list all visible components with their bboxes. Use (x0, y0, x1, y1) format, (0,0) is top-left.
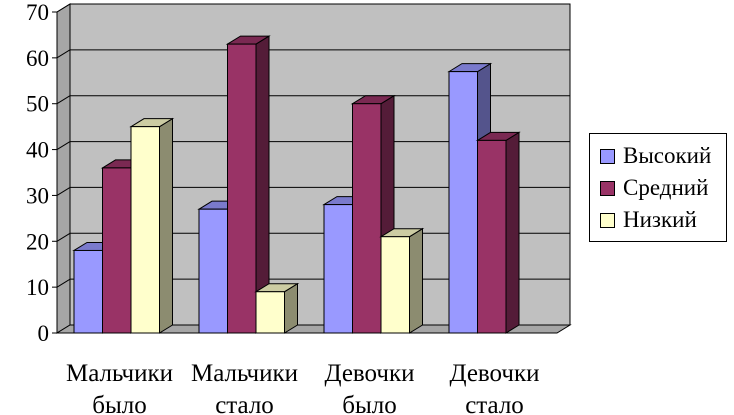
x-tick-label-2-0: Девочки (324, 360, 414, 387)
bars (72, 35, 521, 334)
bar-front-1-0 (198, 208, 228, 334)
y-tick-label-4: 40 (26, 138, 49, 163)
bar-front-2-0 (323, 204, 353, 334)
legend-item-series-1: Средний (600, 174, 708, 202)
gridline-side-40 (56, 141, 71, 150)
x-tick-label-1-0: Мальчики (191, 360, 298, 387)
y-tick-label-1: 10 (26, 275, 49, 300)
gridline-side-20 (56, 232, 71, 242)
y-tick-label-2: 20 (26, 229, 49, 254)
y-tick-label-5: 50 (26, 92, 49, 117)
bar-side-2-2 (409, 227, 423, 334)
legend: Высокий Средний Низкий (589, 133, 727, 242)
bar-front-0-0 (73, 249, 103, 334)
x-tick-label-2-1: было (342, 392, 397, 415)
bar-3-1 (475, 131, 521, 334)
x-tick-label-1-1: стало (215, 392, 274, 415)
legend-label-series-1: Средний (623, 175, 709, 200)
bar-front-3-1 (477, 139, 507, 334)
x-tick-label-0-1: было (92, 392, 147, 415)
legend-swatch-series-2 (600, 212, 615, 228)
bar-side-3-1 (505, 131, 520, 334)
legend-item-series-2: Низкий (600, 206, 697, 234)
bar-front-2-2 (380, 236, 410, 334)
legend-label-series-2: Низкий (623, 207, 697, 232)
gridline-side-60 (56, 49, 71, 59)
y-axis: 0 10 20 30 40 50 60 70 (26, 0, 58, 346)
y-tick-label-3: 30 (26, 183, 49, 208)
bar-front-2-1 (352, 103, 382, 334)
bar-side-1-2 (284, 282, 298, 334)
bar-front-3-0 (448, 71, 478, 334)
y-tick-label-7: 70 (26, 0, 49, 25)
x-tick-label-3-1: стало (465, 392, 524, 415)
bar-front-1-1 (227, 43, 257, 334)
legend-swatch-series-1 (600, 180, 615, 196)
y-tick-label-0: 0 (38, 321, 50, 346)
bar-1-2 (254, 282, 300, 334)
bar-front-1-2 (255, 291, 285, 334)
y-tick-label-6: 60 (26, 46, 49, 71)
legend-label-series-0: Высокий (623, 143, 712, 168)
gridline-side-10 (56, 278, 71, 288)
x-axis: Мальчики было Мальчики стало Девочки было Дево… (57, 332, 557, 415)
legend-swatch-series-0 (600, 148, 615, 164)
bar-side-0-2 (159, 117, 173, 334)
legend-item-series-0: Высокий (600, 142, 711, 170)
gridline-side-50 (56, 95, 71, 105)
gridline-side-30 (56, 187, 71, 196)
x-tick-label-3-0: Девочки (449, 360, 539, 387)
bar-front-0-2 (130, 126, 160, 334)
bar-2-2 (379, 227, 425, 334)
bar-0-2 (129, 117, 175, 334)
gridline-side-70 (56, 3, 71, 13)
x-tick-label-0-0: Мальчики (66, 360, 173, 387)
bar-front-0-1 (102, 167, 132, 334)
